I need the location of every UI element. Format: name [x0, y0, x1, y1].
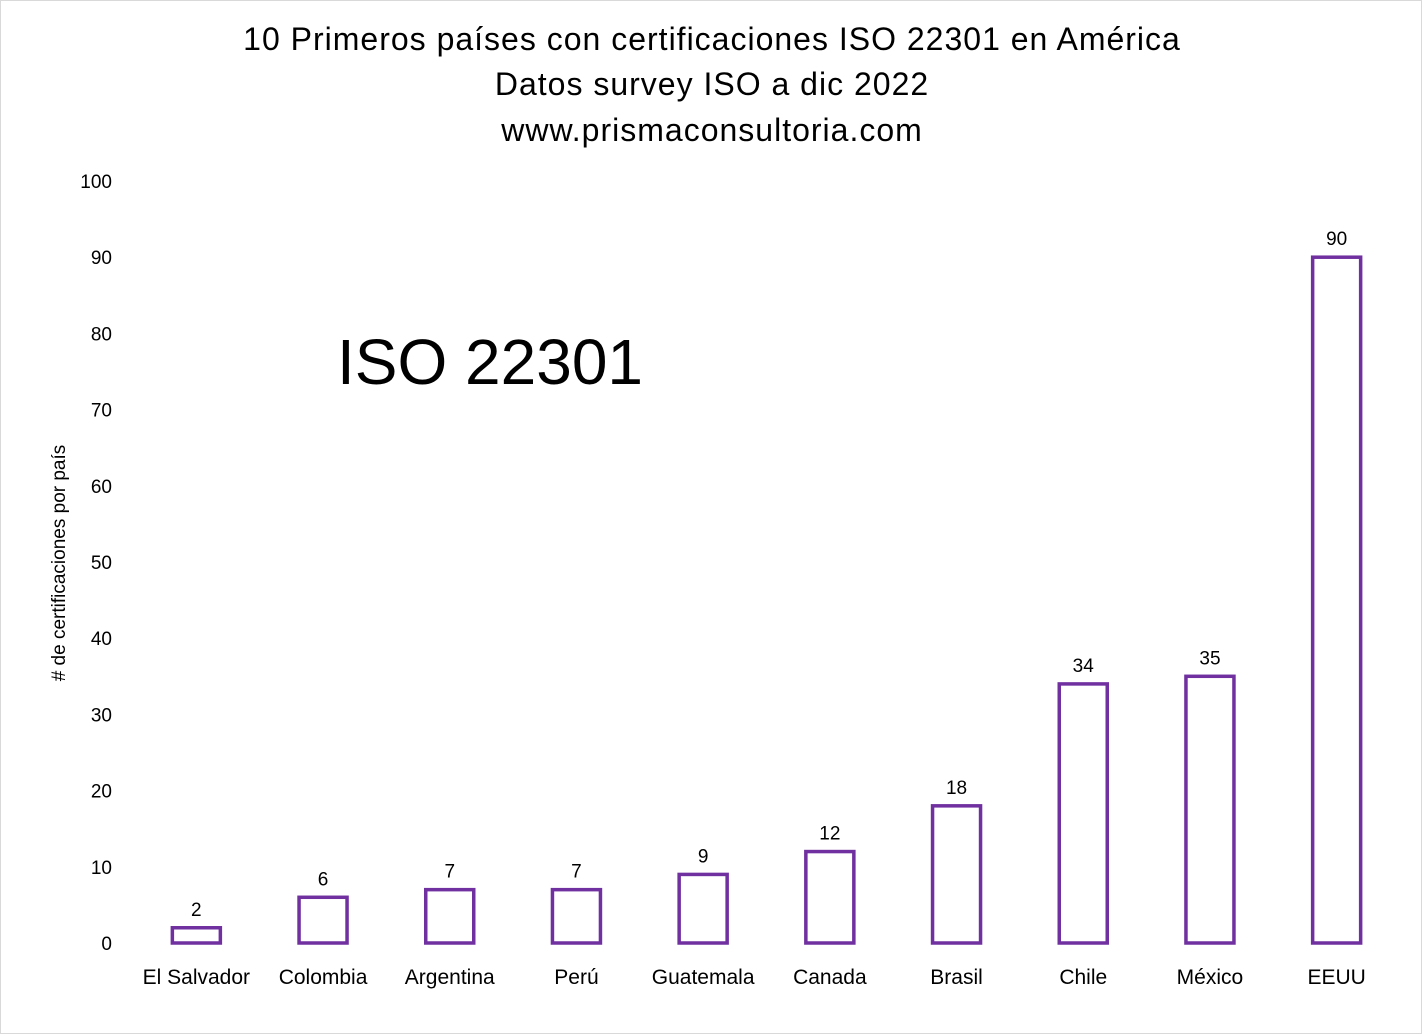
bar-chile — [1057, 682, 1109, 945]
bar-guatemala — [677, 872, 729, 945]
y-tick-label: 100 — [80, 172, 112, 193]
x-tick-label: Canada — [793, 966, 867, 989]
x-tick-label: Brasil — [930, 966, 983, 989]
data-label: 90 — [1326, 229, 1347, 250]
bar-eeuu — [1310, 255, 1363, 945]
y-tick-label: 50 — [91, 553, 112, 574]
y-tick-label: 30 — [91, 705, 112, 726]
x-tick-label: EEUU — [1307, 966, 1365, 989]
x-tick-label: Guatemala — [652, 966, 755, 989]
data-label: 9 — [698, 846, 709, 867]
x-tick-label: Chile — [1059, 966, 1107, 989]
bar-per- — [550, 887, 603, 945]
y-tick-label: 60 — [91, 477, 112, 498]
bar-colombia — [297, 895, 349, 945]
chart-title: 10 Primeros países con certificaciones I… — [243, 21, 1181, 57]
chart-annotation: ISO 22301 — [337, 326, 643, 398]
data-label: 18 — [946, 778, 967, 799]
y-tick-label: 90 — [91, 248, 112, 269]
y-tick-label: 70 — [91, 401, 112, 422]
bar-argentina — [424, 887, 476, 945]
bar-el-salvador — [170, 926, 223, 945]
y-tick-label: 40 — [91, 629, 112, 650]
data-label: 7 — [571, 862, 582, 883]
x-tick-label: Perú — [554, 966, 598, 989]
data-label: 12 — [819, 824, 840, 845]
chart-source-url: www.prismaconsultoria.com — [501, 112, 923, 148]
y-tick-label: 0 — [101, 934, 112, 955]
bar-brasil — [930, 804, 983, 945]
bar-m-xico — [1184, 674, 1236, 945]
y-tick-label: 80 — [91, 324, 112, 345]
y-tick-label: 20 — [91, 782, 112, 803]
x-tick-label: Argentina — [405, 966, 495, 989]
data-label: 6 — [318, 869, 329, 890]
data-label: 2 — [191, 900, 202, 921]
x-tick-label: Colombia — [279, 966, 368, 989]
data-label: 34 — [1073, 656, 1095, 677]
y-tick-label: 10 — [91, 858, 112, 879]
bar-canada — [804, 849, 856, 945]
chart-subtitle: Datos survey ISO a dic 2022 — [494, 66, 930, 102]
x-tick-label: El Salvador — [143, 966, 250, 989]
data-label: 7 — [444, 862, 455, 883]
x-tick-label: México — [1177, 966, 1244, 989]
data-label: 35 — [1199, 648, 1220, 669]
